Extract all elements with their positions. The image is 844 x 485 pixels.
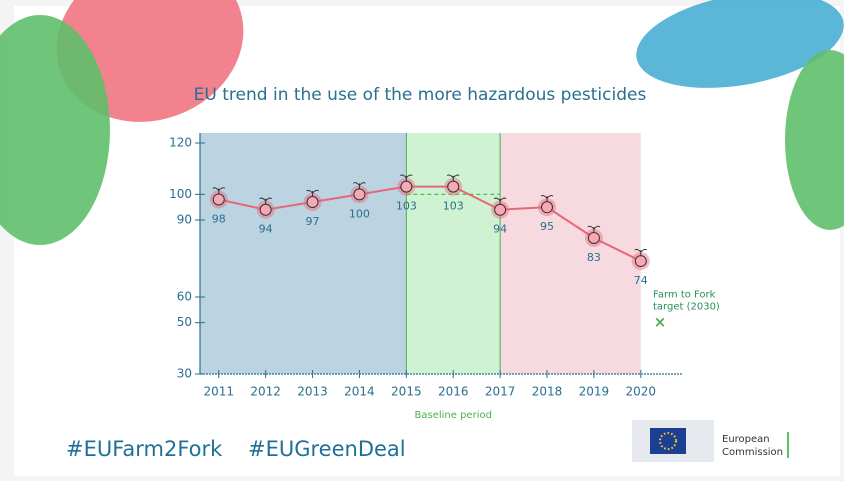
apple-marker	[631, 248, 650, 271]
apple-marker	[397, 174, 416, 196]
hashtag: #EUGreenDeal	[248, 437, 406, 461]
apple-marker	[350, 182, 369, 204]
y-tick-label: 30	[177, 367, 192, 381]
x-tick-label: 2012	[250, 385, 281, 399]
apple-marker	[256, 197, 275, 219]
x-tick-label: 2013	[297, 385, 328, 399]
marker-sprout	[212, 187, 226, 195]
x-tick-label: 2017	[485, 385, 516, 399]
y-tick-label: 90	[177, 213, 192, 227]
apple-marker	[491, 197, 510, 219]
eu-logo	[632, 420, 789, 462]
logo-text: European	[722, 434, 770, 445]
logo-text: Commission	[722, 447, 783, 458]
marker-apple	[306, 196, 319, 209]
marker-sprout	[306, 189, 319, 198]
value-label: 74	[634, 274, 648, 287]
marker-apple	[400, 180, 413, 193]
y-tick-label: 60	[177, 290, 192, 304]
apple-marker	[209, 187, 228, 209]
marker-apple	[259, 203, 272, 216]
target-label: target (2030)	[653, 302, 720, 313]
marker-sprout	[446, 174, 460, 182]
apple-marker	[303, 189, 322, 212]
hashtag: #EUFarm2Fork	[66, 437, 223, 461]
marker-sprout	[259, 197, 273, 205]
series-line	[218, 185, 642, 262]
target-marker: ×	[654, 313, 667, 331]
x-tick-label: 2020	[626, 385, 657, 399]
value-label: 100	[349, 207, 370, 220]
x-tick-label: 2019	[579, 385, 610, 399]
value-label: 94	[259, 223, 273, 236]
marker-sprout	[493, 197, 507, 205]
marker-sprout	[540, 195, 554, 203]
marker-sprout	[353, 182, 366, 190]
value-label: 97	[306, 215, 320, 228]
marker-apple	[541, 201, 554, 214]
marker-apple	[634, 255, 647, 268]
marker-sprout	[634, 248, 648, 257]
marker-apple	[447, 180, 460, 193]
marker-apple	[494, 203, 507, 216]
apple-marker	[584, 225, 603, 247]
period-region	[500, 133, 641, 374]
plot: Baseline period 30 50 60 90 100 120 2011 2012 201…	[169, 133, 720, 421]
period-region	[200, 133, 407, 374]
apple-marker	[444, 174, 463, 196]
marker-apple	[212, 193, 225, 206]
value-label: 98	[212, 212, 226, 225]
baseline-label: Baseline period	[415, 410, 492, 421]
x-tick-label: 2016	[438, 385, 469, 399]
value-label: 103	[396, 200, 417, 213]
x-tick-label: 2015	[391, 385, 422, 399]
leaves	[0, 0, 844, 245]
x-tick-label: 2018	[532, 385, 563, 399]
y-tick-label: 50	[177, 315, 192, 329]
marker-sprout	[587, 225, 601, 233]
x-tick-label: 2014	[344, 385, 375, 399]
apple-marker	[538, 195, 557, 217]
value-label: 94	[493, 223, 507, 236]
x-tick-label: 2011	[203, 385, 234, 399]
value-label: 95	[540, 220, 554, 233]
marker-apple	[587, 231, 600, 244]
marker-apple	[353, 188, 366, 201]
marker-sprout	[399, 174, 413, 182]
chart-title: EU trend in the use of the more hazardou…	[194, 85, 647, 105]
target-label: Farm to Fork	[653, 290, 716, 301]
period-region	[406, 133, 501, 374]
y-tick-label: 100	[169, 187, 192, 201]
value-label: 103	[443, 200, 464, 213]
y-tick-label: 120	[169, 136, 192, 150]
value-label: 83	[587, 251, 601, 264]
